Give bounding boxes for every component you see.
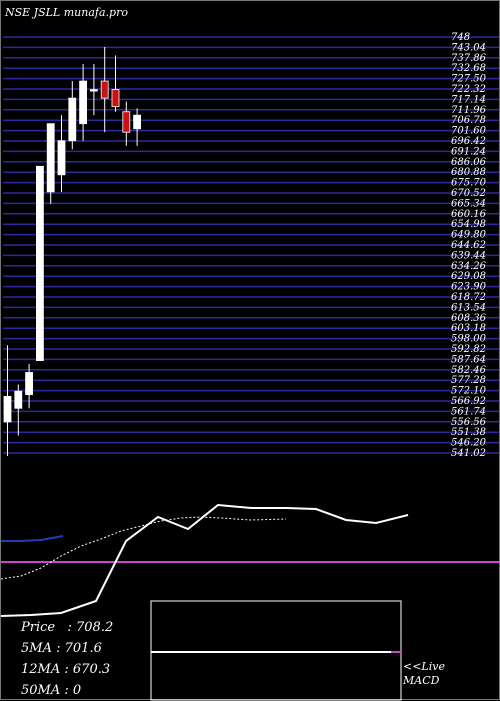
bear-candle bbox=[122, 111, 131, 133]
bull-candle bbox=[36, 165, 44, 361]
live-link[interactable]: <<Live bbox=[403, 660, 445, 673]
ma12-label: 12MA bbox=[21, 662, 61, 677]
price-tick-label: 732.68 bbox=[451, 63, 486, 74]
price-grid bbox=[3, 36, 499, 454]
price-value: 708.2 bbox=[76, 620, 114, 635]
price-tick-label: 670.52 bbox=[451, 188, 486, 199]
price-tick-label: 649.80 bbox=[451, 230, 487, 241]
macd-panel bbox=[150, 600, 402, 701]
candles bbox=[3, 47, 142, 456]
price-row: Price : 708.2 bbox=[21, 620, 114, 635]
price-tick-label: 727.50 bbox=[451, 74, 487, 85]
price-tick-label: 634.26 bbox=[451, 261, 487, 272]
price-tick-label: 748 bbox=[451, 32, 470, 43]
bull-candle bbox=[68, 97, 77, 142]
bull-candle bbox=[3, 395, 12, 423]
bull-candle bbox=[79, 80, 87, 125]
price-tick-label: 639.44 bbox=[451, 250, 486, 261]
price-tick-label: 546.20 bbox=[451, 438, 487, 449]
price-tick-label: 675.70 bbox=[451, 178, 487, 189]
price-tick-label: 577.28 bbox=[451, 375, 486, 386]
price-tick-label: 608.36 bbox=[451, 313, 487, 324]
bull-candle bbox=[25, 372, 34, 396]
price-axis: 748743.04737.86732.68727.50722.32717.147… bbox=[451, 32, 487, 459]
price-tick-label: 566.92 bbox=[451, 396, 486, 407]
price-tick-label: 696.42 bbox=[451, 136, 486, 147]
price-tick-label: 623.90 bbox=[451, 282, 487, 293]
bull-candle bbox=[57, 140, 66, 176]
price-label: Price bbox=[21, 620, 56, 635]
price-tick-label: 603.18 bbox=[451, 323, 486, 334]
price-tick-label: 701.60 bbox=[451, 126, 487, 137]
price-tick-label: 737.86 bbox=[451, 53, 487, 64]
macd-box bbox=[150, 600, 402, 701]
bull-candle bbox=[90, 89, 98, 92]
price-tick-label: 711.96 bbox=[451, 105, 487, 116]
price-tick-label: 644.62 bbox=[451, 240, 486, 251]
ma50-label: 50MA bbox=[21, 683, 61, 698]
bull-candle bbox=[133, 114, 142, 130]
price-tick-label: 743.04 bbox=[451, 42, 486, 53]
bear-candle bbox=[111, 89, 120, 108]
price-tick-label: 572.10 bbox=[451, 386, 487, 397]
price-tick-label: 665.34 bbox=[451, 198, 486, 209]
ma12-value: 670.3 bbox=[72, 662, 111, 677]
price-tick-label: 587.64 bbox=[451, 354, 486, 365]
price-tick-label: 582.46 bbox=[451, 365, 487, 376]
moving-average-stats: Price : 708.2 5MA : 701.6 12MA : 670.3 5… bbox=[21, 617, 113, 701]
price-tick-label: 592.82 bbox=[451, 344, 486, 355]
chart-title: NSE JSLL munafa.pro bbox=[5, 6, 128, 19]
ma-short-line bbox=[1, 503, 409, 617]
price-tick-label: 680.88 bbox=[451, 167, 486, 178]
price-tick-label: 613.54 bbox=[451, 302, 486, 313]
indicator-labels: <<Live MACD bbox=[403, 660, 445, 688]
price-tick-label: 541.02 bbox=[451, 448, 486, 459]
price-tick-label: 556.56 bbox=[451, 417, 487, 428]
bear-candle bbox=[100, 80, 109, 99]
ma50-row: 50MA : 0 bbox=[21, 683, 82, 698]
ma50-value: 0 bbox=[72, 683, 82, 698]
price-tick-label: 654.98 bbox=[451, 219, 486, 230]
ma12-row: 12MA : 670.3 bbox=[21, 662, 111, 677]
price-tick-label: 722.32 bbox=[451, 84, 486, 95]
bull-candle bbox=[46, 123, 55, 193]
price-tick-label: 717.14 bbox=[451, 94, 486, 105]
price-tick-label: 551.38 bbox=[451, 427, 486, 438]
price-tick-label: 660.16 bbox=[451, 209, 487, 220]
price-tick-label: 598.00 bbox=[451, 334, 487, 345]
ma-dotted-line bbox=[1, 516, 287, 580]
macd-label: MACD bbox=[403, 674, 440, 687]
ma5-row: 5MA : 701.6 bbox=[21, 641, 102, 656]
price-tick-label: 706.78 bbox=[451, 115, 486, 126]
price-tick-label: 686.06 bbox=[451, 157, 487, 168]
price-tick-label: 561.74 bbox=[451, 406, 486, 417]
ma-blue-line bbox=[1, 535, 64, 542]
price-tick-label: 618.72 bbox=[451, 292, 486, 303]
ma5-value: 701.6 bbox=[64, 641, 102, 656]
bull-candle bbox=[14, 390, 23, 409]
price-tick-label: 691.24 bbox=[451, 146, 486, 157]
indicator-panel bbox=[1, 503, 500, 617]
ma5-label: 5MA bbox=[21, 641, 52, 656]
price-tick-label: 629.08 bbox=[451, 271, 486, 282]
